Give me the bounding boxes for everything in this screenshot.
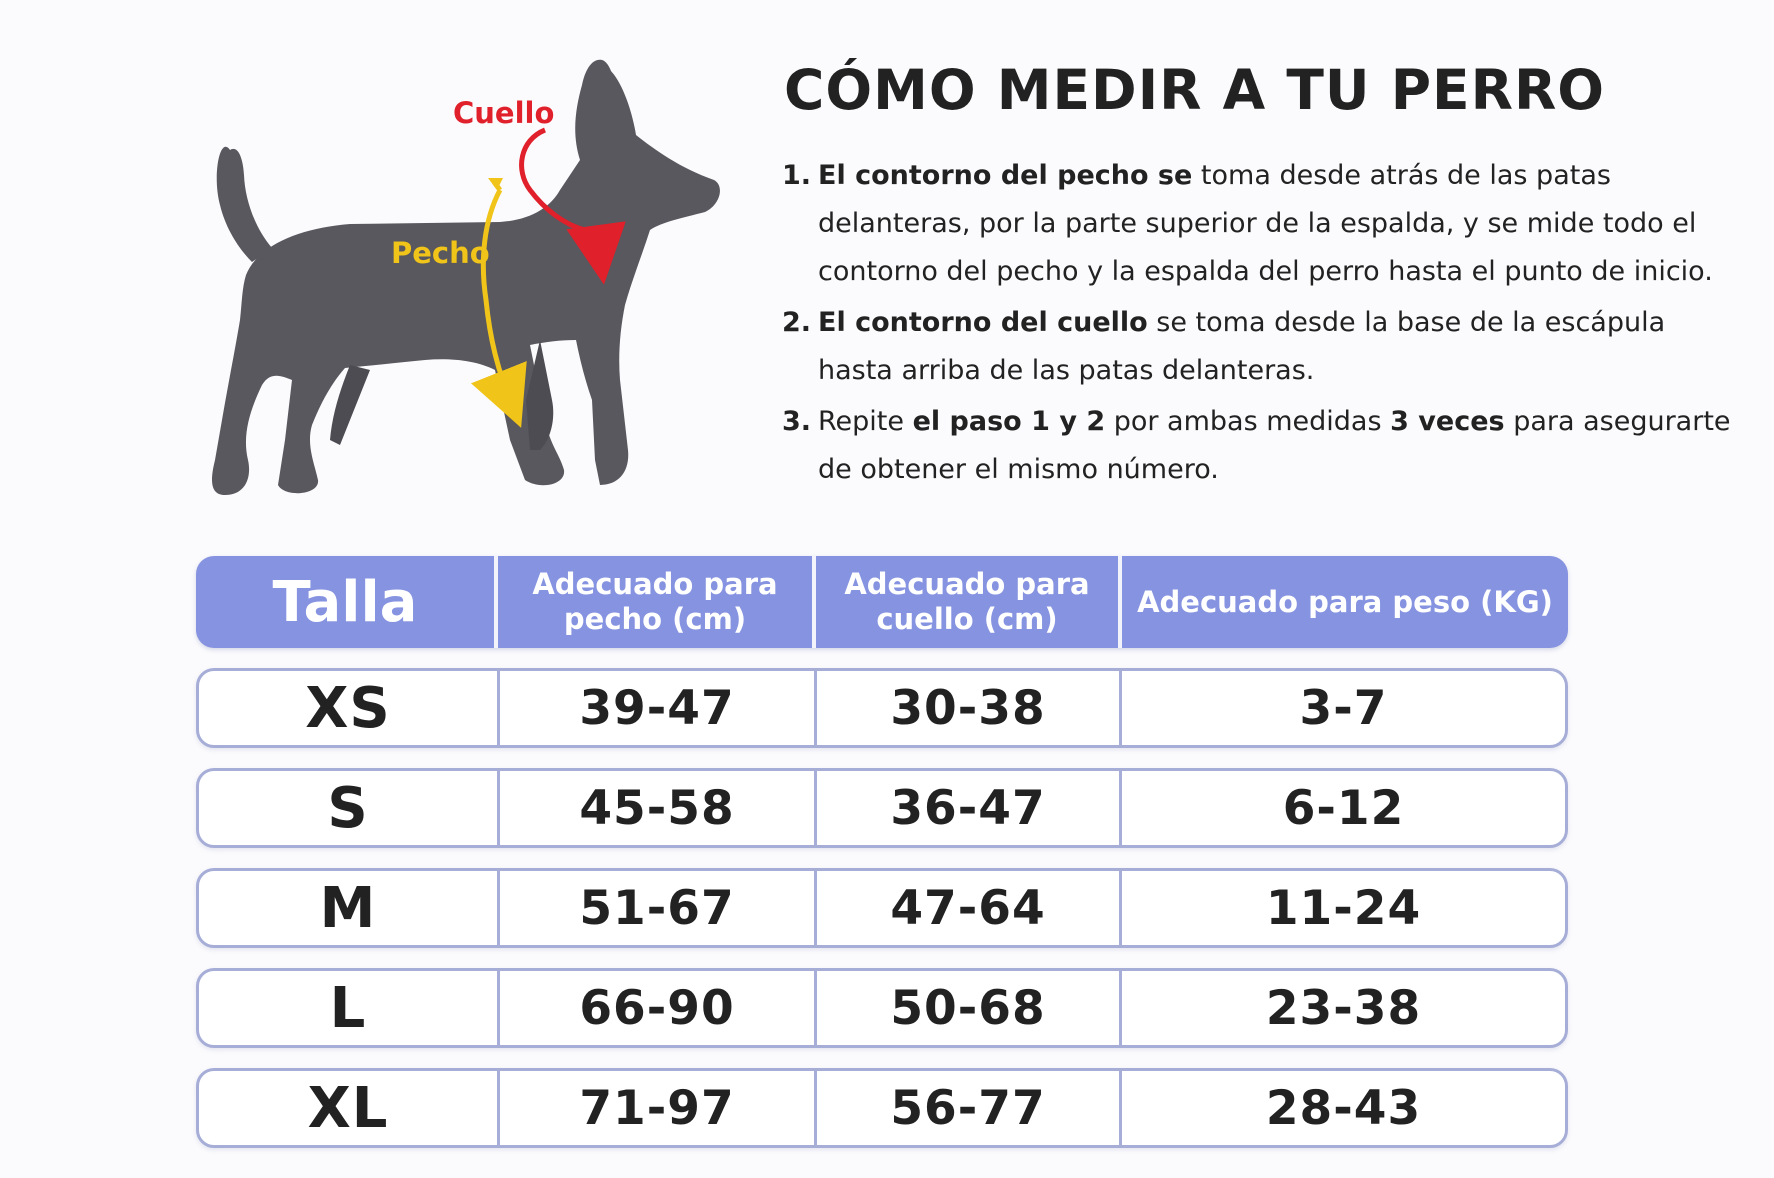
table-row: XS 39-47 30-38 3-7	[196, 668, 1568, 748]
instruction-step-2: 2. El contorno del cuello se toma desde …	[782, 299, 1742, 395]
chest-cell: 51-67	[500, 871, 817, 945]
instruction-step-1: 1. El contorno del pecho se toma desde a…	[782, 152, 1742, 296]
size-cell: XS	[199, 671, 500, 745]
table-row: XL 71-97 56-77 28-43	[196, 1068, 1568, 1148]
table-header: Talla Adecuado para pecho (cm) Adecuado …	[196, 556, 1568, 648]
page-title: CÓMO MEDIR A TU PERRO	[784, 58, 1606, 122]
size-cell: L	[199, 971, 500, 1045]
step-number: 1.	[782, 160, 812, 191]
neck-cell: 47-64	[817, 871, 1122, 945]
dog-measurement-diagram: Cuello Pecho	[200, 40, 760, 530]
neck-cell: 50-68	[817, 971, 1122, 1045]
dog-silhouette-icon	[212, 59, 720, 495]
neck-cell: 36-47	[817, 771, 1122, 845]
weight-cell: 11-24	[1265, 880, 1422, 936]
instructions-list: 1. El contorno del pecho se toma desde a…	[782, 152, 1742, 497]
neck-measure-loop-icon	[519, 127, 626, 285]
table-row: M 51-67 47-64 11-24	[196, 868, 1568, 948]
size-cell: XL	[199, 1071, 500, 1145]
weight-cell: 3-7	[1299, 680, 1388, 736]
instruction-step-3: 3. Repite el paso 1 y 2 por ambas medida…	[782, 398, 1742, 494]
header-size: Talla	[196, 556, 498, 648]
table-row: L 66-90 50-68 23-38	[196, 968, 1568, 1048]
weight-cell: 23-38	[1265, 980, 1422, 1036]
neck-cell: 30-38	[817, 671, 1122, 745]
step-text: Repite el paso 1 y 2 por ambas medidas 3…	[818, 406, 1731, 485]
neck-cell: 56-77	[817, 1071, 1122, 1145]
step-text: El contorno del pecho se toma desde atrá…	[818, 160, 1713, 287]
chest-cell: 71-97	[500, 1071, 817, 1145]
chest-label: Pecho	[391, 236, 490, 270]
size-cell: M	[199, 871, 500, 945]
table-row: S 45-58 36-47 6-12	[196, 768, 1568, 848]
chest-measure-arrow-icon	[471, 178, 527, 428]
step-number: 2.	[782, 307, 812, 338]
header-weight: Adecuado para peso (KG)	[1137, 584, 1553, 619]
chest-cell: 66-90	[500, 971, 817, 1045]
header-chest: Adecuado para pecho (cm)	[498, 556, 816, 648]
step-number: 3.	[782, 406, 812, 437]
weight-cell: 6-12	[1282, 780, 1405, 836]
chest-cell: 45-58	[500, 771, 817, 845]
neck-label: Cuello	[453, 96, 554, 130]
weight-cell: 28-43	[1265, 1080, 1422, 1136]
size-cell: S	[199, 771, 500, 845]
chest-cell: 39-47	[500, 671, 817, 745]
step-text: El contorno del cuello se toma desde la …	[818, 307, 1666, 386]
header-neck: Adecuado para cuello (cm)	[816, 556, 1122, 648]
size-chart-table: Talla Adecuado para pecho (cm) Adecuado …	[196, 556, 1568, 1148]
